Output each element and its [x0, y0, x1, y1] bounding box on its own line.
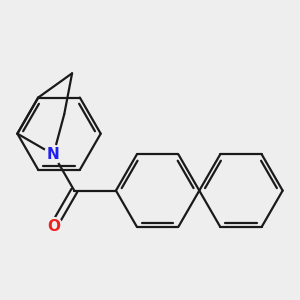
Circle shape: [44, 218, 63, 236]
Text: N: N: [47, 147, 60, 162]
Circle shape: [44, 145, 63, 164]
Text: O: O: [47, 219, 60, 234]
